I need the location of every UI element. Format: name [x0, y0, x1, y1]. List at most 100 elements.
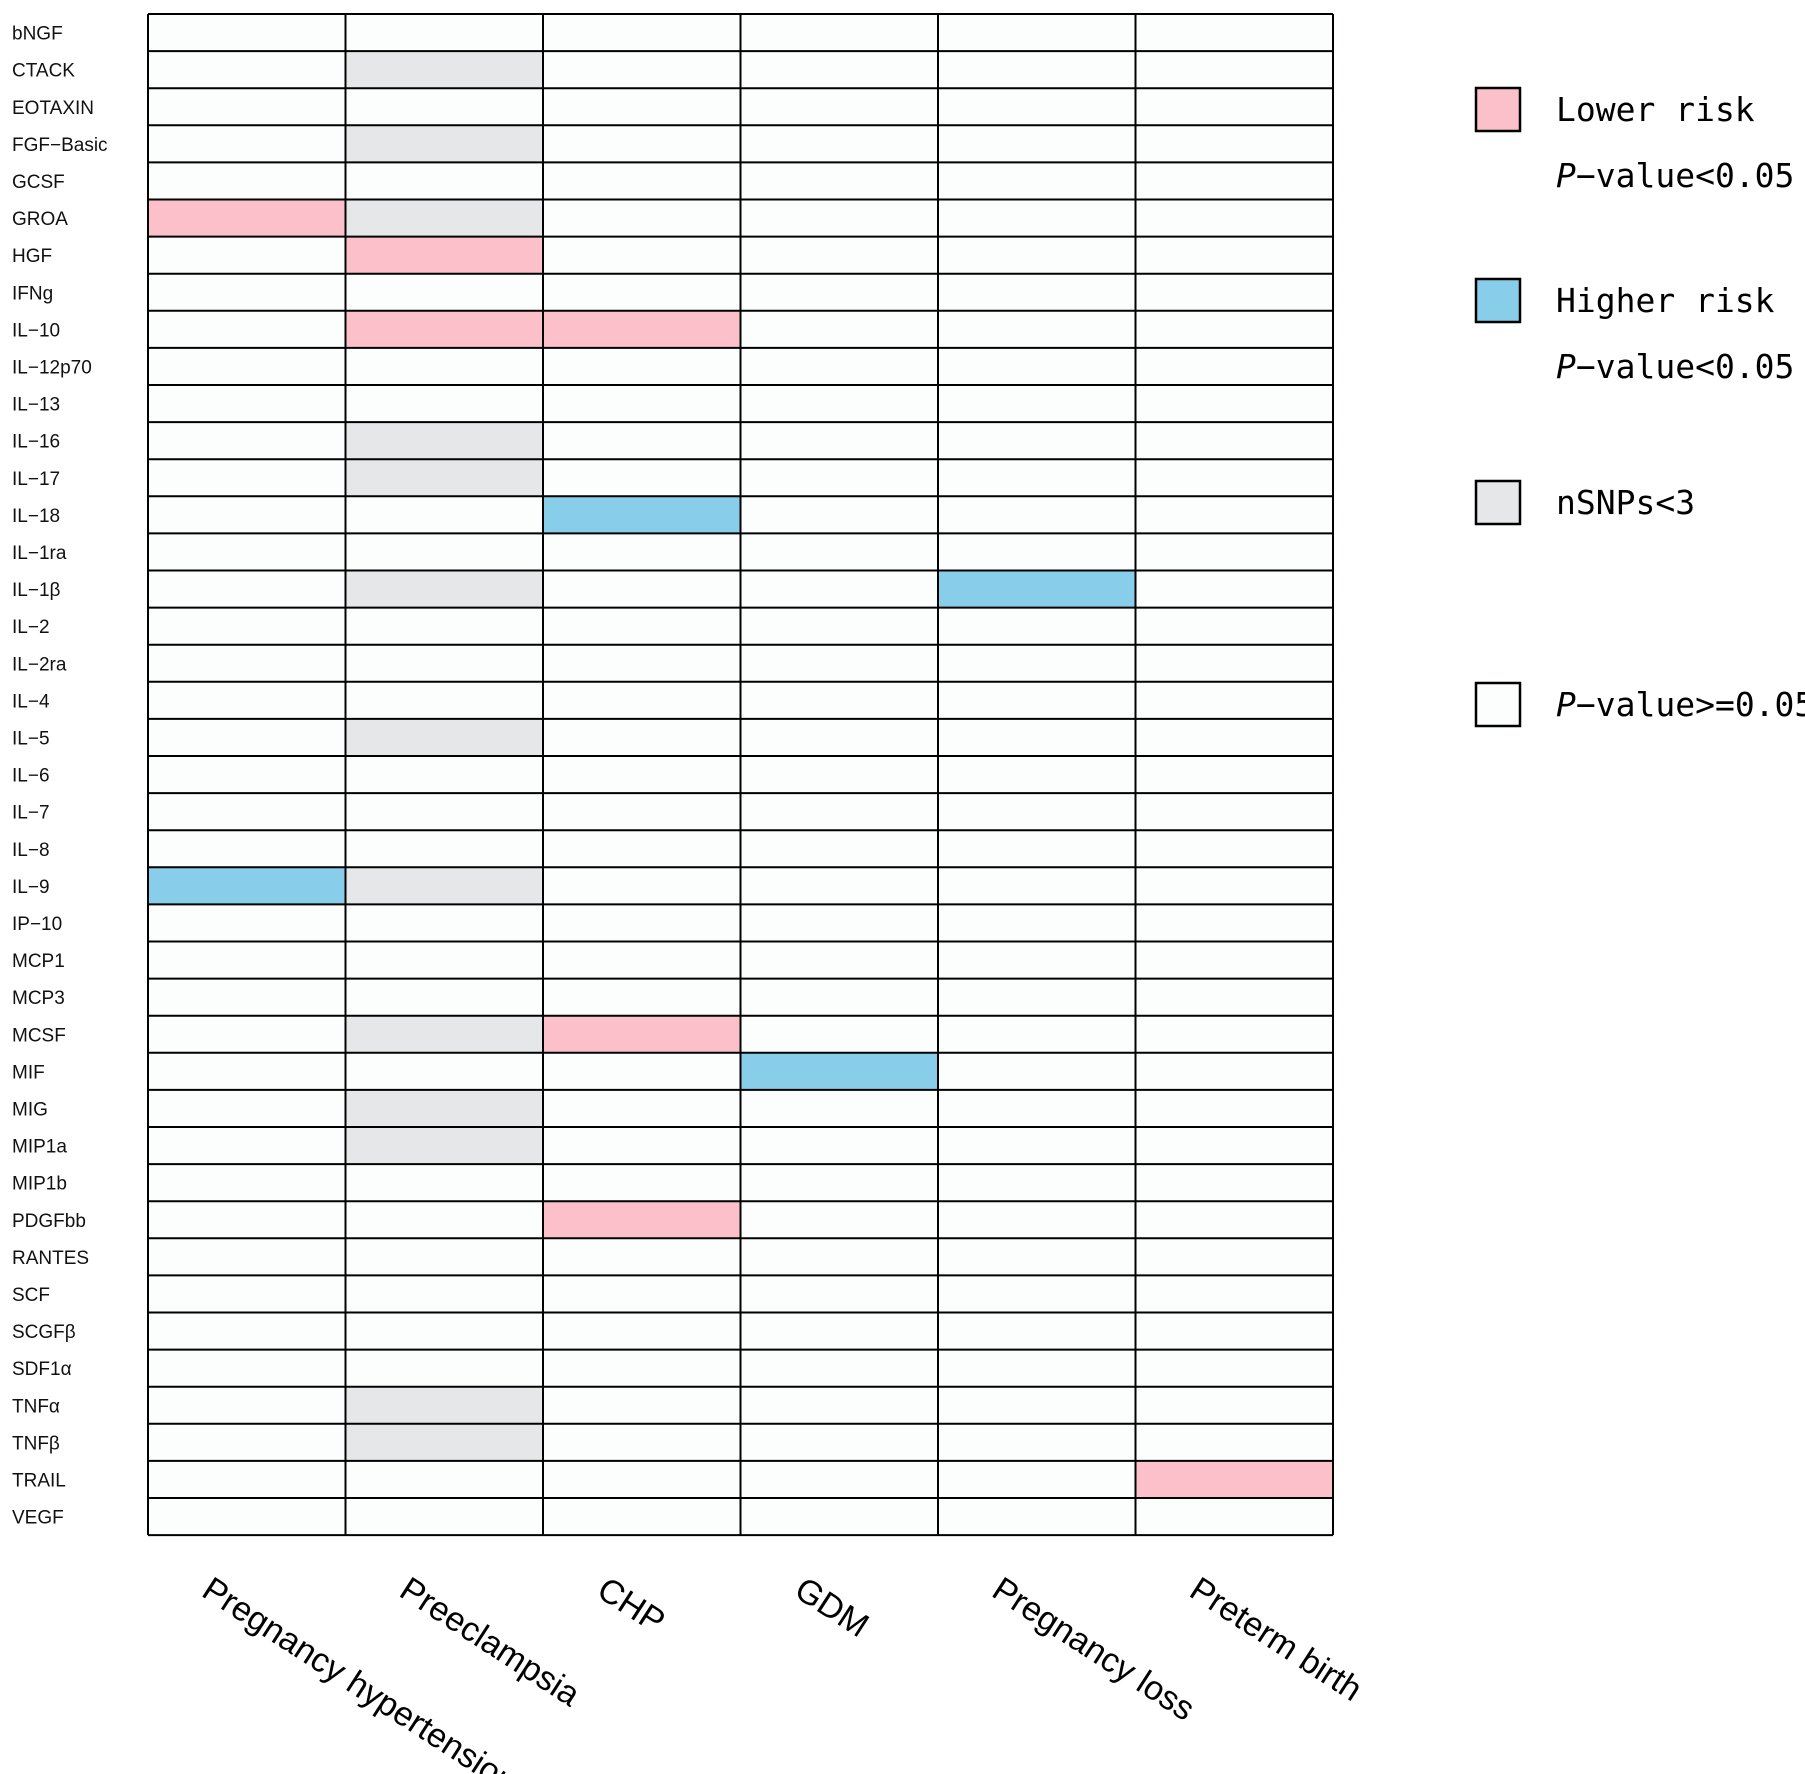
- cell-il-9-preterm-birth: [1135, 867, 1333, 905]
- cell-il-2-pregnancy-hypertension: [148, 607, 346, 645]
- cell-groa-pregnancy-hypertension: [148, 199, 346, 237]
- row-label: MCP3: [12, 988, 65, 1009]
- cell-mcp3-gdm: [740, 978, 938, 1016]
- cell-il-8-preterm-birth: [1135, 830, 1333, 868]
- cell-il-1-preeclampsia: [345, 570, 543, 608]
- cell-il-2ra-pregnancy-loss: [938, 644, 1136, 682]
- cell-sdf1-pregnancy-hypertension: [148, 1349, 346, 1387]
- cell-il-9-chp: [543, 867, 741, 905]
- cell-bngf-pregnancy-loss: [938, 14, 1136, 52]
- cell-il-12p70-pregnancy-hypertension: [148, 347, 346, 385]
- cell-il-4-pregnancy-loss: [938, 681, 1136, 719]
- cell-il-10-pregnancy-hypertension: [148, 310, 346, 348]
- column-label: GDM: [788, 1570, 875, 1645]
- cell-il-2ra-chp: [543, 644, 741, 682]
- cell-il-12p70-preterm-birth: [1135, 347, 1333, 385]
- cell-scf-gdm: [740, 1275, 938, 1313]
- row-labels: bNGF CTACK EOTAXIN FGF−Basic GCSF GROA HGF IFNg…: [12, 24, 108, 1529]
- cell-mif-preterm-birth: [1135, 1052, 1333, 1090]
- cell-hgf-pregnancy-loss: [938, 236, 1136, 274]
- cell-vegf-preterm-birth: [1135, 1498, 1333, 1536]
- cell-bngf-preterm-birth: [1135, 14, 1333, 52]
- row-label: IL−1β: [12, 580, 61, 601]
- legend-sublabel: P−value<0.05: [1556, 156, 1794, 195]
- row-label: RANTES: [12, 1248, 89, 1269]
- cell-rantes-gdm: [740, 1238, 938, 1276]
- cell-ip-10-preeclampsia: [345, 904, 543, 942]
- cell-pdgfbb-gdm: [740, 1201, 938, 1239]
- row-label: IL−5: [12, 728, 50, 749]
- cell-il-4-preterm-birth: [1135, 681, 1333, 719]
- cell-gcsf-pregnancy-hypertension: [148, 162, 346, 200]
- cell-il-16-chp: [543, 422, 741, 460]
- cell-il-2-pregnancy-loss: [938, 607, 1136, 645]
- cell-il-16-pregnancy-loss: [938, 422, 1136, 460]
- cell-pdgfbb-preeclampsia: [345, 1201, 543, 1239]
- cell-hgf-pregnancy-hypertension: [148, 236, 346, 274]
- cell-mcsf-preeclampsia: [345, 1015, 543, 1053]
- cell-gcsf-preeclampsia: [345, 162, 543, 200]
- cell-il-13-preterm-birth: [1135, 385, 1333, 423]
- cell-il-18-pregnancy-loss: [938, 496, 1136, 534]
- cell-sdf1-gdm: [740, 1349, 938, 1387]
- cell-tnf-preterm-birth: [1135, 1423, 1333, 1461]
- cell-il-18-chp: [543, 496, 741, 534]
- cell-gcsf-chp: [543, 162, 741, 200]
- cell-mcsf-gdm: [740, 1015, 938, 1053]
- cell-il-7-gdm: [740, 793, 938, 831]
- cell-tnf-gdm: [740, 1423, 938, 1461]
- cell-tnf-pregnancy-hypertension: [148, 1386, 346, 1424]
- cell-rantes-chp: [543, 1238, 741, 1276]
- cell-il-16-gdm: [740, 422, 938, 460]
- row-label: IL−7: [12, 803, 50, 824]
- cell-groa-preeclampsia: [345, 199, 543, 237]
- cell-sdf1-preterm-birth: [1135, 1349, 1333, 1387]
- cell-il-9-pregnancy-loss: [938, 867, 1136, 905]
- legend-item-2: Higher risk P−value<0.05: [1474, 277, 1794, 386]
- cell-il-5-gdm: [740, 718, 938, 756]
- legend-label: nSNPs<3: [1556, 483, 1695, 522]
- cell-mip1a-preeclampsia: [345, 1127, 543, 1165]
- cell-il-1ra-pregnancy-hypertension: [148, 533, 346, 571]
- cell-rantes-pregnancy-hypertension: [148, 1238, 346, 1276]
- cell-il-2ra-gdm: [740, 644, 938, 682]
- cell-gcsf-pregnancy-loss: [938, 162, 1136, 200]
- cell-tnf-pregnancy-loss: [938, 1386, 1136, 1424]
- row-label: MIG: [12, 1099, 48, 1120]
- cell-tnf-chp: [543, 1423, 741, 1461]
- row-label: IL−6: [12, 766, 50, 787]
- cell-il-2-preeclampsia: [345, 607, 543, 645]
- cell-gcsf-preterm-birth: [1135, 162, 1333, 200]
- row-label: VEGF: [12, 1508, 64, 1529]
- row-label: IL−10: [12, 320, 60, 341]
- cell-il-8-gdm: [740, 830, 938, 868]
- legend-item-4: P−value>=0.05: [1474, 681, 1805, 728]
- cell-pdgfbb-preterm-birth: [1135, 1201, 1333, 1239]
- cell-il-1-pregnancy-loss: [938, 570, 1136, 608]
- cell-mcp1-chp: [543, 941, 741, 979]
- cell-mig-preeclampsia: [345, 1089, 543, 1127]
- cell-sdf1-chp: [543, 1349, 741, 1387]
- column-label: Preterm birth: [1183, 1570, 1368, 1709]
- cell-il-5-chp: [543, 718, 741, 756]
- cell-il-4-gdm: [740, 681, 938, 719]
- cell-il-5-preeclampsia: [345, 718, 543, 756]
- cell-scgf-preterm-birth: [1135, 1312, 1333, 1350]
- cell-vegf-pregnancy-loss: [938, 1498, 1136, 1536]
- heatmap-grid: [147, 13, 1334, 1537]
- cell-fgf-basic-gdm: [740, 125, 938, 163]
- cell-il-18-pregnancy-hypertension: [148, 496, 346, 534]
- legend-item-3: nSNPs<3: [1474, 479, 1695, 526]
- cell-fgf-basic-preeclampsia: [345, 125, 543, 163]
- cell-il-2-chp: [543, 607, 741, 645]
- cell-mcsf-pregnancy-loss: [938, 1015, 1136, 1053]
- cell-hgf-preeclampsia: [345, 236, 543, 274]
- cell-trail-preeclampsia: [345, 1460, 543, 1498]
- cell-il-12p70-preeclampsia: [345, 347, 543, 385]
- cell-hgf-preterm-birth: [1135, 236, 1333, 274]
- cell-scgf-chp: [543, 1312, 741, 1350]
- cell-il-1-gdm: [740, 570, 938, 608]
- row-label: IL−17: [12, 469, 60, 490]
- column-label: CHP: [591, 1570, 672, 1641]
- cell-il-13-chp: [543, 385, 741, 423]
